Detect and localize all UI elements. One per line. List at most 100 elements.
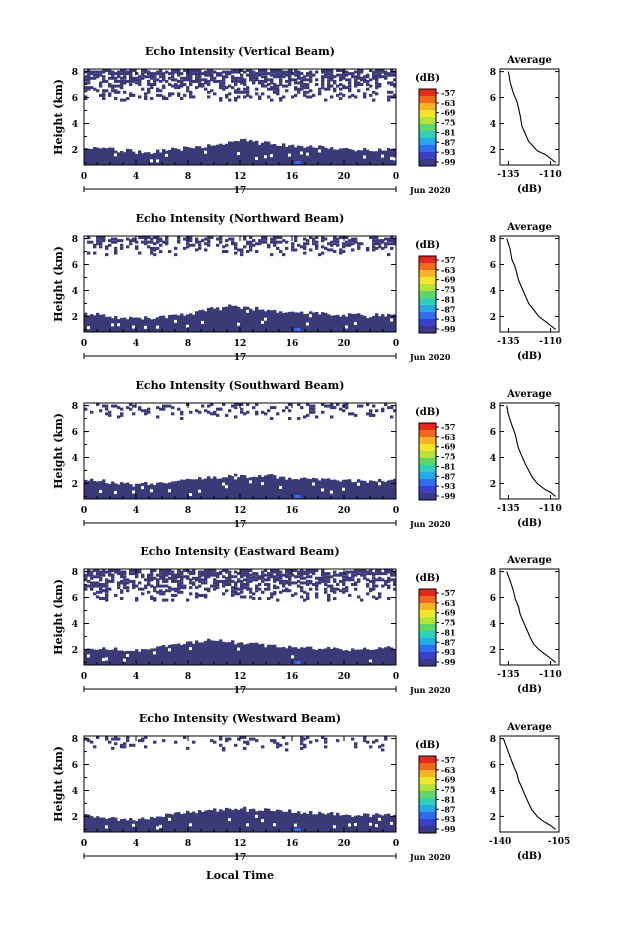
echo-cell-upper — [87, 573, 91, 577]
echo-cell-upper — [324, 590, 328, 594]
echo-cell-low — [195, 146, 199, 165]
echo-cell-low — [141, 319, 145, 332]
echo-cell-upper — [336, 93, 340, 97]
echo-cell-upper — [240, 79, 244, 83]
echo-cell-upper — [177, 240, 181, 244]
echo-cell-upper — [198, 81, 202, 85]
colorbar-segment — [419, 589, 436, 597]
echo-cell-upper — [216, 583, 220, 587]
day-label: 17 — [234, 520, 247, 530]
echo-cell-upper — [147, 407, 151, 411]
colorbar-tick-label: -81 — [441, 794, 455, 804]
colorbar-segment — [419, 826, 436, 834]
echo-cell-low — [273, 811, 277, 832]
echo-cell-upper — [264, 583, 268, 587]
echo-cell-upper — [387, 90, 391, 94]
echo-cell-upper — [108, 579, 112, 583]
echo-cell-upper — [273, 237, 277, 241]
echo-cell-upper — [96, 595, 100, 599]
echo-cell-low — [300, 813, 304, 832]
echo-cell-upper — [327, 593, 331, 597]
average-x-tick-label: -110 — [539, 170, 562, 180]
echo-cell-upper — [375, 409, 379, 413]
echo-cell-upper — [228, 98, 232, 102]
echo-cell-upper — [222, 579, 226, 583]
echo-gap — [168, 648, 172, 652]
echo-cell-upper — [261, 84, 265, 88]
echo-cell-upper — [105, 581, 109, 585]
echo-cell-low — [93, 481, 97, 499]
echo-cell-upper — [237, 403, 241, 406]
echo-cell-upper — [192, 740, 196, 744]
echo-cell-low — [327, 813, 331, 832]
echo-cell-upper — [141, 409, 145, 413]
echo-cell-low — [165, 318, 169, 332]
echo-cell-upper — [315, 243, 319, 247]
echo-cell-upper — [93, 243, 97, 247]
echo-cell-upper — [270, 595, 274, 599]
echo-cell-upper — [273, 590, 277, 594]
echo-cell-upper — [132, 93, 136, 97]
echo-cell-upper — [366, 246, 370, 250]
echo-gap — [132, 823, 136, 827]
echo-cell-upper — [369, 579, 373, 583]
echo-cell-low — [168, 314, 172, 332]
echo-cell-upper — [348, 84, 352, 88]
echo-cell-upper — [354, 79, 358, 83]
echo-cell-upper — [390, 90, 394, 94]
echo-cell-upper — [93, 251, 97, 255]
echo-cell-upper — [270, 237, 274, 241]
echo-cell-upper — [204, 248, 208, 252]
colorbar-segment — [419, 596, 436, 604]
echo-cell-upper — [171, 598, 175, 602]
echo-cell-upper — [171, 72, 175, 76]
colorbar-segment — [419, 89, 436, 97]
colorbar-tick-label: -75 — [441, 785, 455, 795]
echo-cell-low — [342, 314, 346, 332]
echo-cell-upper — [360, 70, 364, 74]
echo-cell-upper — [366, 403, 370, 406]
x-tick-label: 0 — [81, 339, 87, 349]
echo-cell-upper — [105, 69, 109, 72]
echo-cell-upper — [117, 406, 121, 410]
echo-cell-upper — [117, 586, 121, 590]
echo-cell-upper — [249, 78, 253, 82]
echo-cell-upper — [372, 239, 376, 243]
y-axis-label: Height (km) — [52, 579, 65, 655]
echo-cell-low — [114, 150, 118, 165]
echo-cell-upper — [90, 86, 94, 90]
echo-cell-low — [96, 649, 100, 665]
echo-cell-upper — [159, 89, 163, 93]
echo-cell-upper — [135, 78, 139, 82]
echo-cell-low — [387, 813, 391, 832]
echo-accent-cell — [294, 495, 301, 498]
echo-cell-upper — [330, 403, 334, 406]
echo-cell-upper — [249, 95, 253, 99]
echo-cell-low — [333, 479, 337, 499]
echo-cell-upper — [249, 240, 253, 244]
echo-cell-upper — [228, 409, 232, 413]
echo-cell-upper — [111, 573, 115, 577]
echo-cell-low — [327, 646, 331, 665]
echo-cell-upper — [138, 407, 142, 411]
echo-cell-upper — [189, 70, 193, 74]
echo-cell-low — [96, 481, 100, 499]
colorbar-segment — [419, 486, 436, 494]
echo-cell-low — [234, 808, 238, 832]
echo-cell-low — [243, 806, 247, 832]
echo-cell-low — [324, 147, 328, 165]
echo-cell-low — [384, 647, 388, 665]
echo-cell-upper — [162, 97, 166, 101]
echo-cell-upper — [180, 586, 184, 590]
echo-cell-upper — [318, 90, 322, 94]
echo-cell-upper — [150, 76, 154, 80]
echo-cell-low — [189, 641, 193, 665]
echo-cell-upper — [342, 409, 346, 413]
echo-cell-upper — [390, 572, 394, 576]
echo-cell-upper — [267, 587, 271, 591]
echo-cell-low — [177, 480, 181, 499]
echo-cell-low — [231, 141, 235, 165]
echo-cell-upper — [297, 575, 301, 579]
echo-cell-upper — [96, 403, 100, 406]
echo-cell-upper — [189, 90, 193, 94]
